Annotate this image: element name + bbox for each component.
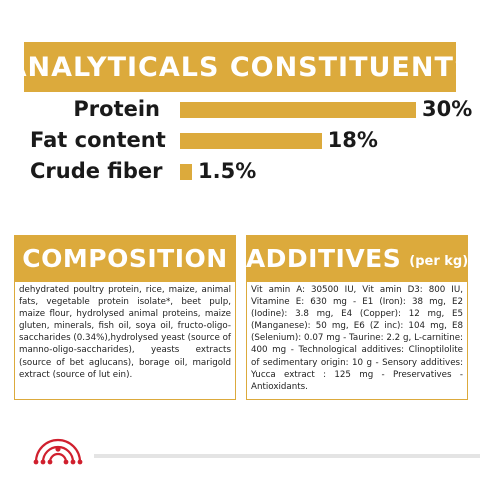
crown-arc-inner-icon [48, 452, 68, 464]
composition-title: COMPOSITION [22, 244, 228, 273]
royal-canin-crown-icon [33, 438, 83, 465]
composition-body: dehydrated poultry protein, rice, maize,… [14, 282, 236, 400]
composition-header: COMPOSITION [14, 235, 236, 282]
additives-text: Vit amin A: 30500 IU, Vit amin D3: 800 I… [251, 285, 463, 392]
footer-divider [94, 454, 480, 458]
additives-subtitle: (per kg) [409, 254, 469, 269]
additives-header: ADDITIVES (per kg) [246, 235, 468, 282]
value-fiber: 1.5% [198, 159, 257, 183]
analytical-banner: ANALYTICALS CONSTITUENTS [6, 42, 473, 92]
bar-fiber [180, 164, 192, 180]
analytical-title: ANALYTICALS CONSTITUENTS [5, 51, 475, 83]
value-fat: 18% [327, 128, 378, 152]
additives-title: ADDITIVES [245, 244, 402, 273]
composition-text: dehydrated poultry protein, rice, maize,… [19, 285, 231, 380]
analytical-rows: Protein 30% Fat content 18% Crude fiber … [0, 0, 480, 200]
bar-protein [180, 102, 416, 118]
row-label-fat: Fat content [30, 128, 166, 152]
bar-fat [180, 133, 322, 149]
row-label-fiber: Crude fiber [30, 159, 163, 183]
value-protein: 30% [422, 97, 473, 121]
crown-arc-outer-icon [34, 438, 82, 464]
row-label-protein: Protein [73, 97, 160, 121]
additives-body: Vit amin A: 30500 IU, Vit amin D3: 800 I… [246, 282, 468, 400]
